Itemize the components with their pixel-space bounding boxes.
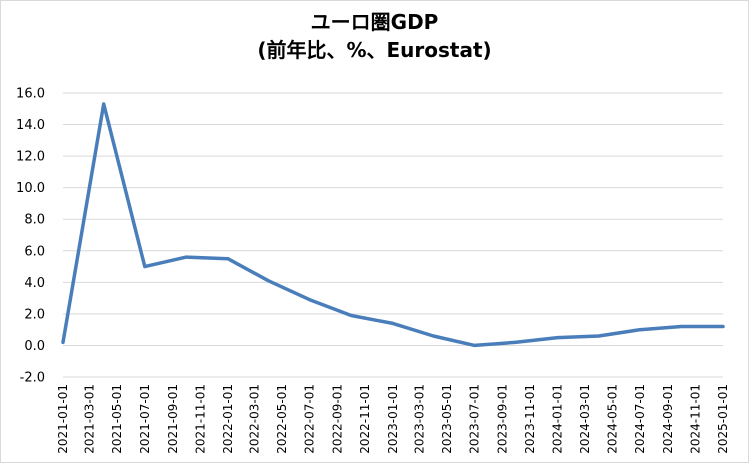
x-tick-label: 2021-09-01: [166, 384, 180, 454]
x-tick-label: 2021-01-01: [56, 384, 70, 454]
x-tick-label: 2024-09-01: [661, 384, 675, 454]
y-axis-tick-labels: 16.0 14.0 12.0 10.0 8.0 6.0 4.0 2.0 0.0 -2.0: [16, 87, 45, 386]
data-point: [431, 334, 435, 338]
data-point: [102, 102, 106, 106]
x-tick-label: 2023-01-01: [386, 384, 400, 454]
x-tick-label: 2023-11-01: [523, 384, 537, 454]
x-tick-label: 2024-07-01: [633, 384, 647, 454]
x-tick-label: 2022-01-01: [221, 384, 235, 454]
data-point: [556, 336, 560, 340]
x-tick-label: 2022-11-01: [358, 384, 372, 454]
data-point: [638, 328, 642, 332]
x-tick-label: 2023-07-01: [468, 384, 482, 454]
y-tick-label: 4.0: [24, 276, 45, 291]
y-tick-label: 10.0: [16, 181, 45, 196]
x-tick-label: 2022-05-01: [275, 384, 289, 454]
y-tick-label: 16.0: [16, 87, 45, 102]
x-tick-label: 2022-09-01: [331, 384, 345, 454]
x-tick-label: 2023-09-01: [496, 384, 510, 454]
x-tick-label: 2025-01-01: [716, 384, 730, 454]
x-tick-label: 2023-05-01: [440, 384, 454, 454]
x-tick-label: 2021-11-01: [193, 384, 207, 454]
x-axis-tick-labels: 2021-01-01 2021-03-01 2021-05-01 2021-07-01…: [56, 384, 730, 454]
data-point: [679, 325, 683, 329]
chart-title: ユーロ圏GDP: [310, 10, 439, 34]
y-tick-label: 2.0: [24, 307, 45, 322]
data-point: [226, 257, 230, 261]
x-tick-label: 2023-03-01: [412, 384, 426, 454]
data-point: [308, 298, 312, 302]
x-tick-label: 2024-05-01: [605, 384, 619, 454]
data-point: [184, 255, 188, 259]
data-point: [597, 334, 601, 338]
x-tick-label: 2021-05-01: [110, 384, 124, 454]
x-tick-label: 2021-07-01: [138, 384, 152, 454]
chart-subtitle: (前年比、%、Eurostat): [257, 38, 492, 62]
y-tick-label: 14.0: [16, 118, 45, 133]
data-point: [61, 340, 65, 344]
data-point: [267, 279, 271, 283]
data-point: [349, 313, 353, 317]
x-tick-label: 2021-03-01: [83, 384, 97, 454]
x-tick-label: 2024-03-01: [578, 384, 592, 454]
x-tick-label: 2022-03-01: [248, 384, 262, 454]
data-point: [473, 343, 477, 347]
data-point: [391, 321, 395, 325]
x-tick-label: 2024-11-01: [688, 384, 702, 454]
y-tick-label: 0.0: [24, 339, 45, 354]
y-tick-label: 8.0: [24, 213, 45, 228]
data-point: [514, 340, 518, 344]
x-tick-label: 2022-07-01: [303, 384, 317, 454]
x-tick-label: 2024-01-01: [551, 384, 565, 454]
y-tick-label: 6.0: [24, 244, 45, 259]
series-line: [61, 102, 725, 348]
gridlines: [63, 92, 723, 378]
series-group: [61, 102, 725, 348]
chart-title-block: ユーロ圏GDP (前年比、%、Eurostat): [0, 8, 749, 64]
data-point: [143, 265, 147, 269]
data-point: [721, 325, 725, 329]
y-tick-label: 12.0: [16, 150, 45, 165]
y-tick-label: -2.0: [20, 371, 45, 386]
